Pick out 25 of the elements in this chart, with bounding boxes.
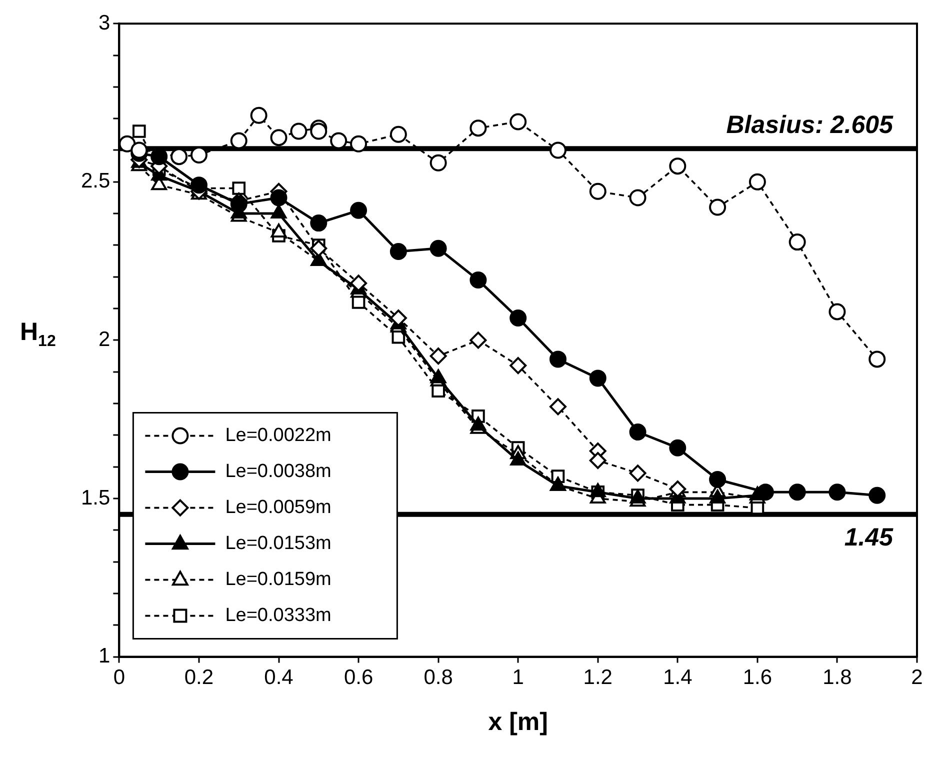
- x-tick-label: 0.2: [184, 666, 214, 690]
- legend-label: Le=0.0059m: [225, 497, 332, 518]
- legend-label: Le=0.0333m: [225, 605, 332, 626]
- x-tick-label: 1.2: [583, 666, 612, 690]
- legend-label: Le=0.0159m: [225, 569, 332, 590]
- x-tick-label: 1.8: [822, 666, 852, 690]
- y-tick-label: 2: [98, 328, 110, 351]
- y-tick-label: 3: [98, 11, 110, 34]
- x-tick-label: 0.8: [424, 666, 453, 690]
- y-tick-label: 2.5: [80, 170, 110, 193]
- x-tick-label: 0: [113, 666, 126, 690]
- legend-label: Le=0.0022m: [225, 425, 332, 446]
- x-tick-label: 1.6: [742, 666, 772, 690]
- y-tick-label: 1: [98, 644, 110, 668]
- x-tick-label: 0.4: [264, 666, 294, 690]
- legend-label: Le=0.0153m: [225, 533, 332, 554]
- legend-label: Le=0.0038m: [225, 461, 332, 482]
- x-tick-label: 1.4: [663, 666, 693, 690]
- y-tick-label: 1.5: [80, 486, 110, 510]
- x-tick-label: 1: [512, 666, 524, 690]
- x-tick-label: 2: [911, 666, 923, 690]
- x-axis-title: x [m]: [488, 708, 548, 736]
- ref-line-label: 1.45: [844, 524, 894, 552]
- x-tick-label: 0.6: [344, 666, 374, 690]
- ref-line-label: Blasius: 2.605: [726, 111, 894, 140]
